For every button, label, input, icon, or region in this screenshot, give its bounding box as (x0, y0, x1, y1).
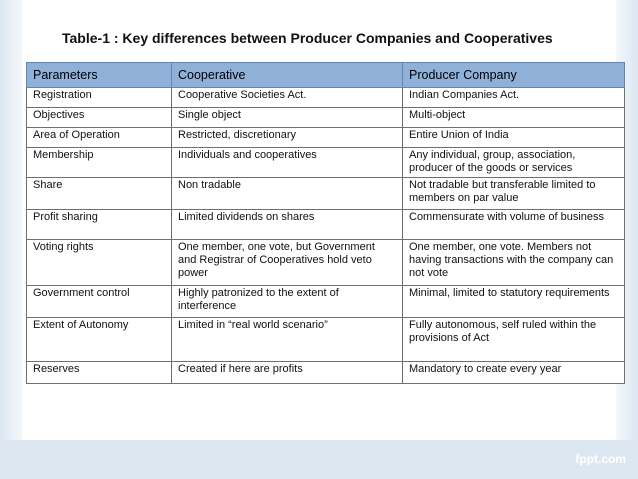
row-parameter: Registration (26, 87, 172, 108)
row-cooperative: Cooperative Societies Act. (171, 87, 403, 108)
header-producer-company: Producer Company (402, 62, 625, 88)
row-parameter: Government control (26, 285, 172, 318)
table-row: Membership Individuals and cooperatives … (26, 147, 625, 178)
row-parameter: Reserves (26, 361, 172, 384)
row-cooperative: One member, one vote, but Government and… (171, 239, 403, 286)
row-parameter: Membership (26, 147, 172, 178)
row-producer-company: Commensurate with volume of business (402, 209, 625, 240)
row-cooperative: Single object (171, 107, 403, 128)
differences-table: Parameters Cooperative Producer Company … (26, 62, 625, 384)
row-cooperative: Individuals and cooperatives (171, 147, 403, 178)
table-title: Table-1 : Key differences between Produc… (62, 30, 553, 46)
row-parameter: Area of Operation (26, 127, 172, 148)
row-producer-company: Fully autonomous, self ruled within the … (402, 317, 625, 362)
row-producer-company: Not tradable but transferable limited to… (402, 177, 625, 210)
row-producer-company: Any individual, group, association, prod… (402, 147, 625, 178)
header-parameters: Parameters (26, 62, 172, 88)
row-parameter: Profit sharing (26, 209, 172, 240)
table-row: Extent of Autonomy Limited in “real worl… (26, 317, 625, 362)
row-cooperative: Created if here are profits (171, 361, 403, 384)
row-cooperative: Non tradable (171, 177, 403, 210)
row-producer-company: Mandatory to create every year (402, 361, 625, 384)
table-row: Share Non tradable Not tradable but tran… (26, 177, 625, 210)
row-producer-company: Indian Companies Act. (402, 87, 625, 108)
row-parameter: Objectives (26, 107, 172, 128)
table-row: Objectives Single object Multi-object (26, 107, 625, 128)
table-row: Registration Cooperative Societies Act. … (26, 87, 625, 108)
brand-label: fppt.com (575, 452, 626, 466)
row-cooperative: Highly patronized to the extent of inter… (171, 285, 403, 318)
row-producer-company: Entire Union of India (402, 127, 625, 148)
left-decor-band (0, 0, 22, 440)
row-parameter: Share (26, 177, 172, 210)
table-row: Voting rights One member, one vote, but … (26, 239, 625, 286)
table-row: Profit sharing Limited dividends on shar… (26, 209, 625, 240)
table-row: Government control Highly patronized to … (26, 285, 625, 318)
row-producer-company: Multi-object (402, 107, 625, 128)
row-cooperative: Restricted, discretionary (171, 127, 403, 148)
table-header-row: Parameters Cooperative Producer Company (26, 62, 625, 88)
table-row: Area of Operation Restricted, discretion… (26, 127, 625, 148)
bottom-decor-band (0, 440, 638, 479)
row-producer-company: Minimal, limited to statutory requiremen… (402, 285, 625, 318)
row-parameter: Voting rights (26, 239, 172, 286)
table-row: Reserves Created if here are profits Man… (26, 361, 625, 384)
row-producer-company: One member, one vote. Members not having… (402, 239, 625, 286)
row-cooperative: Limited in “real world scenario” (171, 317, 403, 362)
row-parameter: Extent of Autonomy (26, 317, 172, 362)
row-cooperative: Limited dividends on shares (171, 209, 403, 240)
header-cooperative: Cooperative (171, 62, 403, 88)
